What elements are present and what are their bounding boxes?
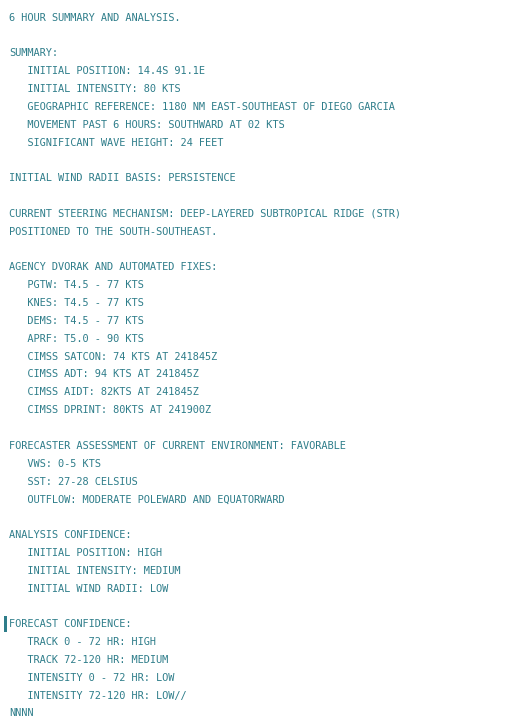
Text: INITIAL WIND RADII: LOW: INITIAL WIND RADII: LOW [9, 584, 168, 594]
Text: INITIAL POSITION: 14.4S 91.1E: INITIAL POSITION: 14.4S 91.1E [9, 66, 206, 76]
Text: SUMMARY:: SUMMARY: [9, 49, 59, 58]
Text: TRACK 72-120 HR: MEDIUM: TRACK 72-120 HR: MEDIUM [9, 655, 168, 665]
Text: OUTFLOW: MODERATE POLEWARD AND EQUATORWARD: OUTFLOW: MODERATE POLEWARD AND EQUATORWA… [9, 494, 285, 505]
Text: FORECAST CONFIDENCE:: FORECAST CONFIDENCE: [9, 619, 132, 629]
Text: VWS: 0-5 KTS: VWS: 0-5 KTS [9, 459, 101, 469]
Text: PGTW: T4.5 - 77 KTS: PGTW: T4.5 - 77 KTS [9, 280, 144, 290]
Text: SST: 27-28 CELSIUS: SST: 27-28 CELSIUS [9, 476, 138, 486]
Text: KNES: T4.5 - 77 KTS: KNES: T4.5 - 77 KTS [9, 298, 144, 308]
Text: GEOGRAPHIC REFERENCE: 1180 NM EAST-SOUTHEAST OF DIEGO GARCIA: GEOGRAPHIC REFERENCE: 1180 NM EAST-SOUTH… [9, 102, 395, 112]
Text: CIMSS AIDT: 82KTS AT 241845Z: CIMSS AIDT: 82KTS AT 241845Z [9, 387, 199, 397]
Text: CURRENT STEERING MECHANISM: DEEP-LAYERED SUBTROPICAL RIDGE (STR): CURRENT STEERING MECHANISM: DEEP-LAYERED… [9, 209, 402, 219]
Text: NNNN: NNNN [9, 709, 34, 719]
Text: INITIAL INTENSITY: MEDIUM: INITIAL INTENSITY: MEDIUM [9, 566, 181, 576]
Text: CIMSS SATCON: 74 KTS AT 241845Z: CIMSS SATCON: 74 KTS AT 241845Z [9, 351, 218, 362]
Text: CIMSS DPRINT: 80KTS AT 241900Z: CIMSS DPRINT: 80KTS AT 241900Z [9, 405, 211, 415]
Text: INITIAL INTENSITY: 80 KTS: INITIAL INTENSITY: 80 KTS [9, 84, 181, 94]
Text: AGENCY DVORAK AND AUTOMATED FIXES:: AGENCY DVORAK AND AUTOMATED FIXES: [9, 262, 218, 272]
Text: APRF: T5.0 - 90 KTS: APRF: T5.0 - 90 KTS [9, 334, 144, 344]
Text: INITIAL WIND RADII BASIS: PERSISTENCE: INITIAL WIND RADII BASIS: PERSISTENCE [9, 174, 236, 183]
Text: POSITIONED TO THE SOUTH-SOUTHEAST.: POSITIONED TO THE SOUTH-SOUTHEAST. [9, 227, 218, 237]
Text: ANALYSIS CONFIDENCE:: ANALYSIS CONFIDENCE: [9, 530, 132, 540]
Text: INTENSITY 0 - 72 HR: LOW: INTENSITY 0 - 72 HR: LOW [9, 673, 175, 682]
Text: INITIAL POSITION: HIGH: INITIAL POSITION: HIGH [9, 548, 163, 558]
Text: TRACK 0 - 72 HR: HIGH: TRACK 0 - 72 HR: HIGH [9, 637, 156, 647]
Bar [4, 616, 7, 632]
Text: 6 HOUR SUMMARY AND ANALYSIS.: 6 HOUR SUMMARY AND ANALYSIS. [9, 12, 181, 23]
Text: INTENSITY 72-120 HR: LOW//: INTENSITY 72-120 HR: LOW// [9, 690, 187, 701]
Text: MOVEMENT PAST 6 HOURS: SOUTHWARD AT 02 KTS: MOVEMENT PAST 6 HOURS: SOUTHWARD AT 02 K… [9, 120, 285, 130]
Text: DEMS: T4.5 - 77 KTS: DEMS: T4.5 - 77 KTS [9, 316, 144, 326]
Text: FORECASTER ASSESSMENT OF CURRENT ENVIRONMENT: FAVORABLE: FORECASTER ASSESSMENT OF CURRENT ENVIRON… [9, 441, 346, 451]
Text: SIGNIFICANT WAVE HEIGHT: 24 FEET: SIGNIFICANT WAVE HEIGHT: 24 FEET [9, 137, 224, 147]
Text: CIMSS ADT: 94 KTS AT 241845Z: CIMSS ADT: 94 KTS AT 241845Z [9, 370, 199, 380]
